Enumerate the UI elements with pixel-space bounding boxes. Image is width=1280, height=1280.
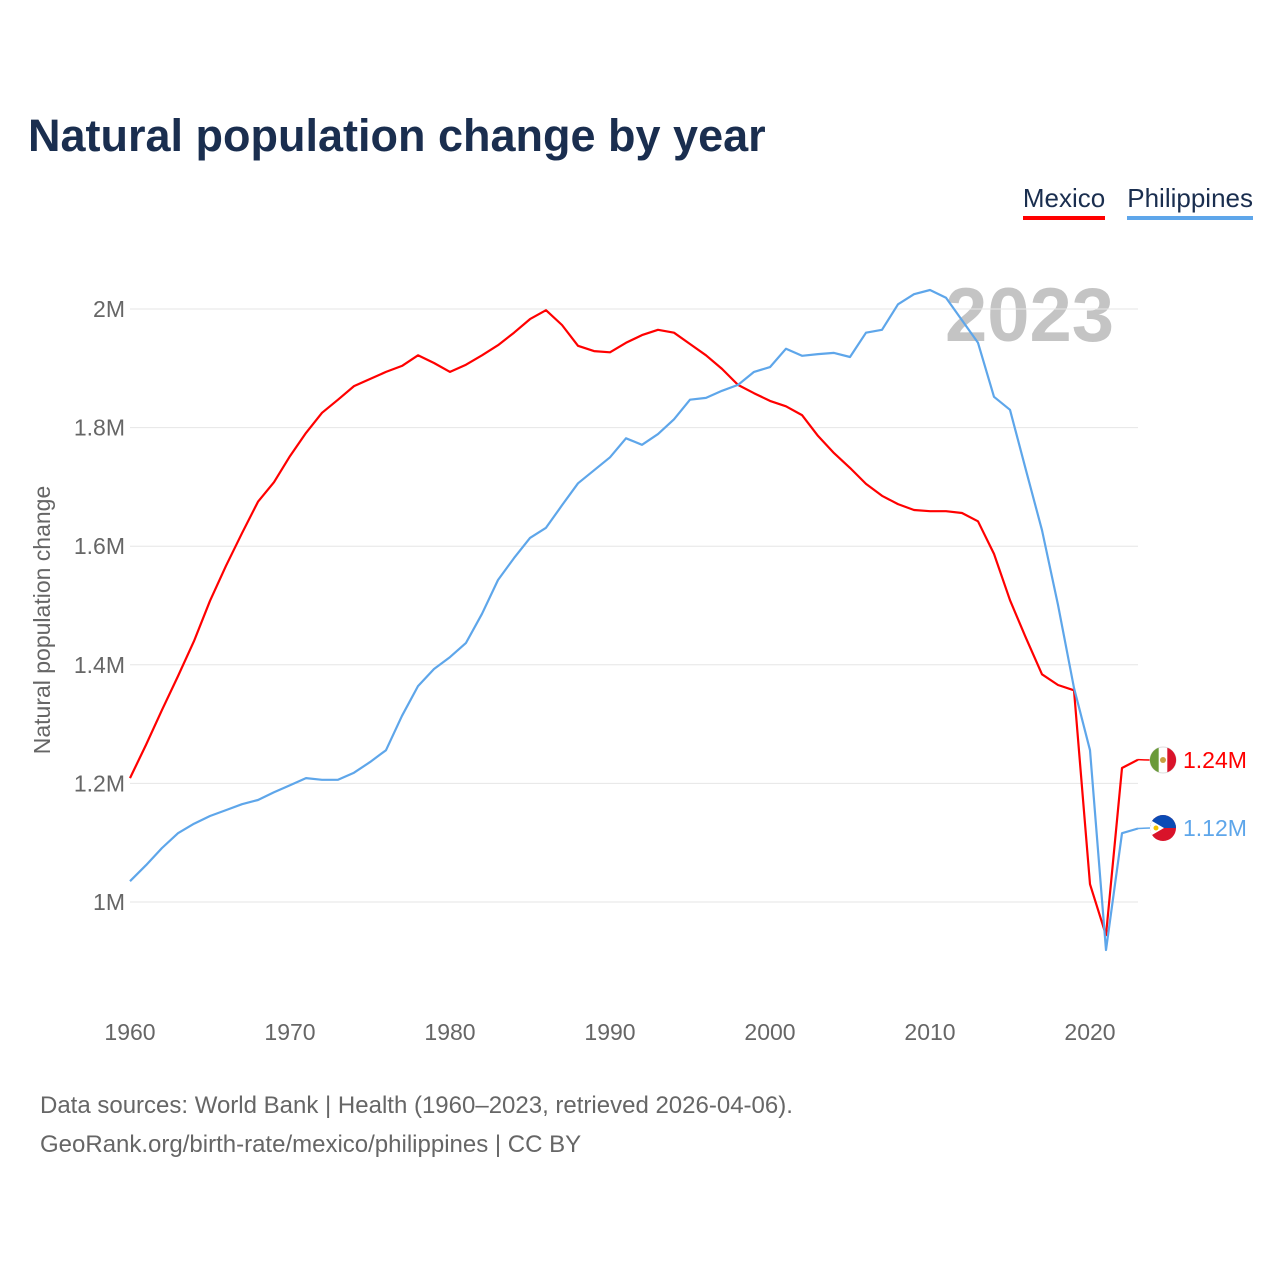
y-axis-label: Natural population change xyxy=(29,486,55,755)
end-value-label: 1.24M xyxy=(1183,747,1247,773)
x-tick-label: 2000 xyxy=(744,1019,795,1045)
x-tick-label: 2020 xyxy=(1064,1019,1115,1045)
year-watermark: 2023 xyxy=(945,273,1115,358)
chart-title: Natural population change by year xyxy=(28,110,766,161)
series-line-mexico xyxy=(129,309,1139,937)
y-tick-label: 1.4M xyxy=(74,652,125,678)
y-tick-label: 2M xyxy=(93,296,125,322)
mexico-flag-red xyxy=(1167,747,1177,773)
y-tick-label: 1.6M xyxy=(74,533,125,559)
philippines-flag-sun xyxy=(1153,825,1159,831)
y-tick-label: 1M xyxy=(93,889,125,915)
end-value-label: 1.12M xyxy=(1183,815,1247,841)
mexico-flag-emblem xyxy=(1160,757,1166,763)
series-line-philippines xyxy=(129,288,1139,952)
x-tick-label: 1960 xyxy=(104,1019,155,1045)
x-tick-label: 1970 xyxy=(264,1019,315,1045)
y-tick-label: 1.8M xyxy=(74,415,125,441)
mexico-flag-green xyxy=(1149,747,1159,773)
legend-philippines[interactable]: Philippines xyxy=(1127,183,1253,220)
x-tick-label: 1980 xyxy=(424,1019,475,1045)
source-note: Data sources: World Bank | Health (1960–… xyxy=(40,1086,793,1164)
y-tick-label: 1.2M xyxy=(74,770,125,796)
x-tick-label: 2010 xyxy=(904,1019,955,1045)
source-line-2[interactable]: GeoRank.org/birth-rate/mexico/philippine… xyxy=(40,1131,582,1158)
legend-mexico[interactable]: Mexico xyxy=(1022,183,1106,220)
legend: Mexico Philippines xyxy=(1022,183,1253,220)
source-line-1: Data sources: World Bank | Health (1960–… xyxy=(40,1092,793,1119)
x-tick-label: 1990 xyxy=(584,1019,635,1045)
